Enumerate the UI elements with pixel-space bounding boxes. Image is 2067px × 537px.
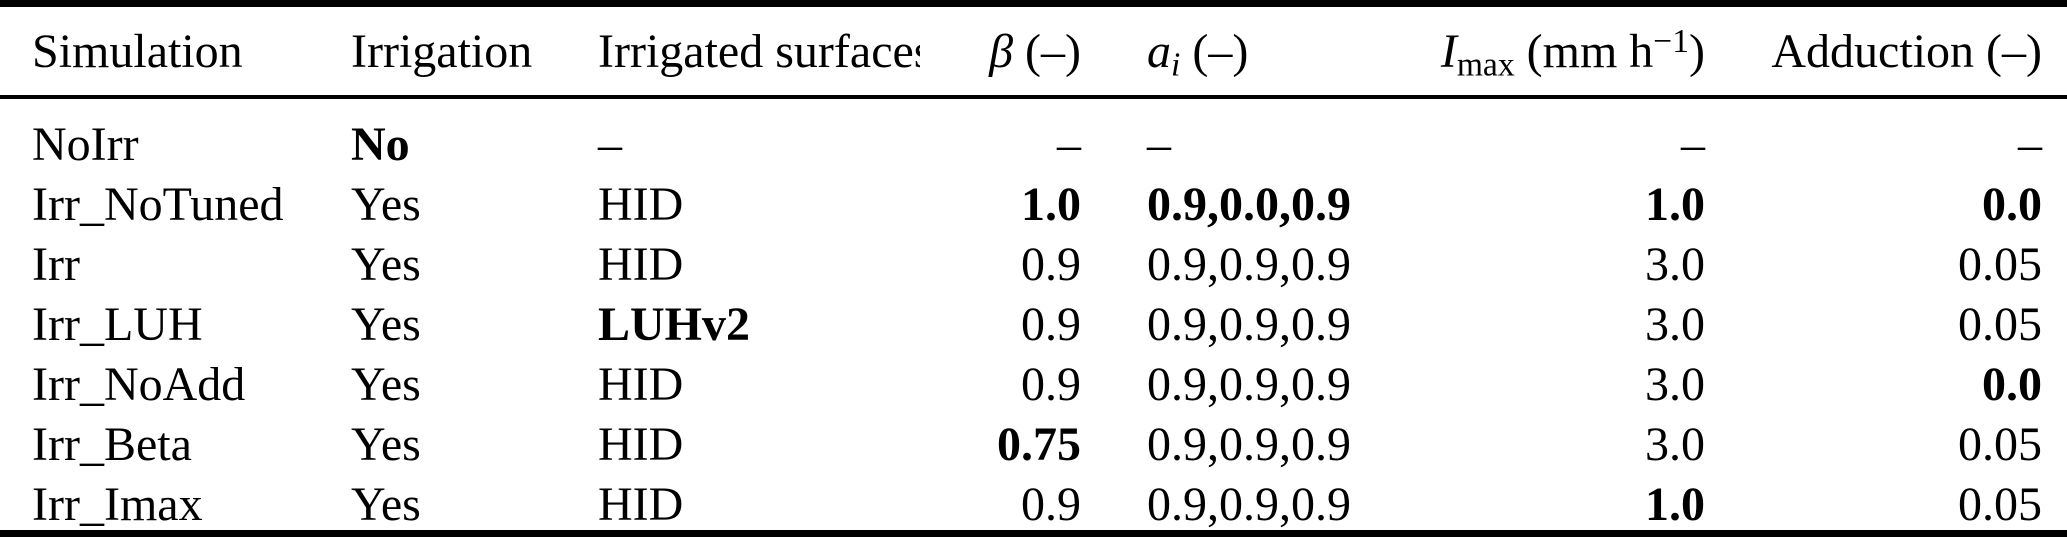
header-irrigated-surfaces: Irrigated surfaces bbox=[597, 7, 920, 99]
adduction-label: Adduction bbox=[1771, 24, 1975, 78]
cell-simulation: Irr bbox=[32, 237, 80, 291]
cell-adduction: 0.0 bbox=[1982, 357, 2042, 411]
cell-irrigated-surfaces: HID bbox=[598, 177, 684, 231]
cell-ai: 0.9,0.0,0.9 bbox=[1147, 177, 1351, 231]
table-row: NoIrr No – – – – – bbox=[0, 97, 2067, 174]
table-header: Simulation Irrigation Irrigated surfaces… bbox=[0, 7, 2067, 99]
cell-irrigation: Yes bbox=[351, 177, 421, 231]
cell-irrigated-surfaces: HID bbox=[598, 417, 684, 471]
data-table: Simulation Irrigation Irrigated surfaces… bbox=[0, 7, 2067, 534]
cell-simulation: Irr_Imax bbox=[32, 477, 203, 531]
cell-ai: 0.9,0.9,0.9 bbox=[1147, 237, 1351, 291]
cell-simulation: Irr_Beta bbox=[32, 417, 192, 471]
cell-beta: – bbox=[1057, 117, 1081, 171]
cell-beta: 0.9 bbox=[1021, 477, 1081, 531]
ai-subscript: i bbox=[1171, 45, 1181, 83]
cell-beta: 0.9 bbox=[1021, 297, 1081, 351]
cell-irrigated-surfaces: – bbox=[598, 117, 622, 171]
cell-ai: – bbox=[1147, 117, 1171, 171]
header-irrigation: Irrigation bbox=[350, 7, 597, 99]
cell-irrigated-surfaces: LUHv2 bbox=[598, 297, 751, 351]
cell-beta: 0.75 bbox=[997, 417, 1081, 471]
ai-symbol: a bbox=[1147, 24, 1171, 78]
cell-adduction: 0.0 bbox=[1982, 177, 2042, 231]
cell-imax: 3.0 bbox=[1645, 237, 1705, 291]
cell-simulation: Irr_NoTuned bbox=[32, 177, 284, 231]
cell-irrigation: No bbox=[351, 117, 410, 171]
cell-ai: 0.9,0.9,0.9 bbox=[1147, 417, 1351, 471]
cell-ai: 0.9,0.9,0.9 bbox=[1147, 357, 1351, 411]
cell-adduction: – bbox=[2018, 117, 2042, 171]
header-adduction: Adduction (–) bbox=[1706, 7, 2067, 99]
imax-unit-close: ) bbox=[1689, 24, 1705, 78]
imax-unit-open: (mm h bbox=[1526, 24, 1654, 78]
cell-simulation: NoIrr bbox=[32, 117, 139, 171]
cell-simulation: Irr_LUH bbox=[32, 297, 203, 351]
header-irrigation-label: Irrigation bbox=[351, 24, 533, 78]
header-irrigated-surfaces-label: Irrigated surfaces bbox=[598, 24, 920, 78]
table-row: Irr Yes HID 0.9 0.9,0.9,0.9 3.0 0.05 bbox=[0, 234, 2067, 294]
table-row: Irr_NoAdd Yes HID 0.9 0.9,0.9,0.9 3.0 0.… bbox=[0, 354, 2067, 414]
header-simulation: Simulation bbox=[0, 7, 350, 99]
header-row: Simulation Irrigation Irrigated surfaces… bbox=[0, 7, 2067, 99]
cell-adduction: 0.05 bbox=[1958, 477, 2042, 531]
cell-adduction: 0.05 bbox=[1958, 237, 2042, 291]
cell-imax: – bbox=[1681, 117, 1705, 171]
cell-simulation: Irr_NoAdd bbox=[32, 357, 246, 411]
cell-imax: 1.0 bbox=[1645, 177, 1705, 231]
cell-imax: 1.0 bbox=[1645, 477, 1705, 531]
cell-imax: 3.0 bbox=[1645, 417, 1705, 471]
cell-ai: 0.9,0.9,0.9 bbox=[1147, 477, 1351, 531]
cell-beta: 0.9 bbox=[1021, 357, 1081, 411]
table-row: Irr_Beta Yes HID 0.75 0.9,0.9,0.9 3.0 0.… bbox=[0, 414, 2067, 474]
cell-adduction: 0.05 bbox=[1958, 417, 2042, 471]
header-simulation-label: Simulation bbox=[32, 24, 243, 78]
header-ai: ai (–) bbox=[1082, 7, 1420, 99]
imax-subscript: max bbox=[1456, 45, 1515, 83]
adduction-unit: (–) bbox=[1986, 24, 2042, 78]
cell-imax: 3.0 bbox=[1645, 297, 1705, 351]
table-body: NoIrr No – – – – – Irr_NoTuned Yes HID 1… bbox=[0, 97, 2067, 534]
beta-symbol: β bbox=[989, 24, 1014, 78]
imax-symbol: I bbox=[1440, 24, 1457, 78]
cell-beta: 1.0 bbox=[1021, 177, 1081, 231]
cell-irrigation: Yes bbox=[351, 237, 421, 291]
header-imax: Imax (mm h−1) bbox=[1420, 7, 1706, 99]
cell-irrigation: Yes bbox=[351, 417, 421, 471]
table-row: Irr_NoTuned Yes HID 1.0 0.9,0.0,0.9 1.0 … bbox=[0, 174, 2067, 234]
table-row: Irr_LUH Yes LUHv2 0.9 0.9,0.9,0.9 3.0 0.… bbox=[0, 294, 2067, 354]
table-row: Irr_Imax Yes HID 0.9 0.9,0.9,0.9 1.0 0.0… bbox=[0, 474, 2067, 534]
cell-ai: 0.9,0.9,0.9 bbox=[1147, 297, 1351, 351]
cell-imax: 3.0 bbox=[1645, 357, 1705, 411]
cell-beta: 0.9 bbox=[1021, 237, 1081, 291]
cell-irrigation: Yes bbox=[351, 297, 421, 351]
cell-irrigated-surfaces: HID bbox=[598, 237, 684, 291]
imax-unit-exponent: −1 bbox=[1653, 22, 1690, 60]
cell-irrigation: Yes bbox=[351, 477, 421, 531]
cell-adduction: 0.05 bbox=[1958, 297, 2042, 351]
cell-irrigated-surfaces: HID bbox=[598, 357, 684, 411]
header-beta: β (–) bbox=[920, 7, 1082, 99]
cell-irrigated-surfaces: HID bbox=[598, 477, 684, 531]
beta-unit: (–) bbox=[1025, 24, 1081, 78]
cell-irrigation: Yes bbox=[351, 357, 421, 411]
ai-unit: (–) bbox=[1192, 24, 1249, 78]
